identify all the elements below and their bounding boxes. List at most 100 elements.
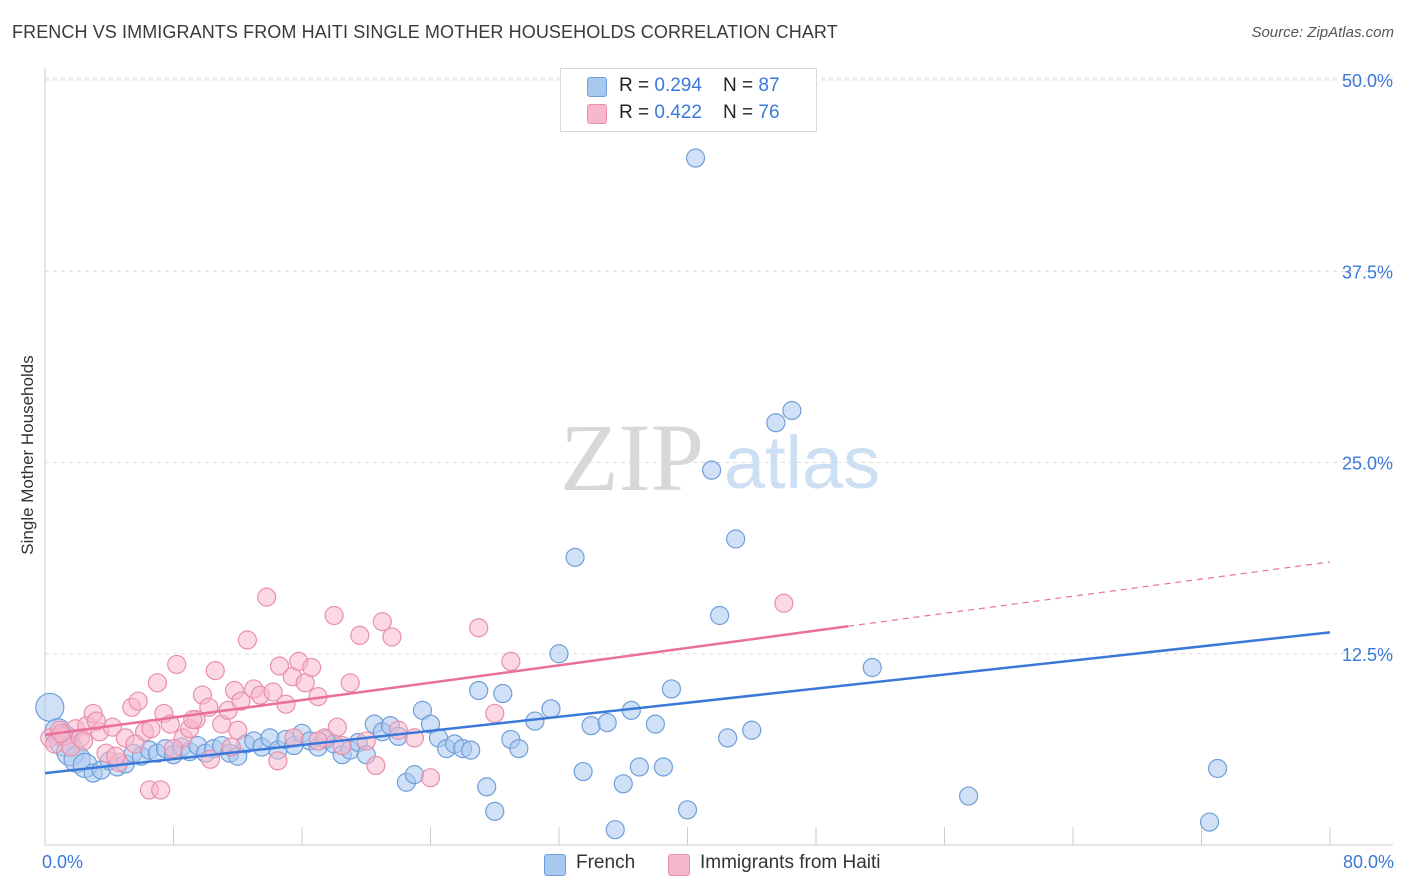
point-french <box>677 800 698 820</box>
point-french <box>35 692 65 722</box>
trend-lines <box>44 561 1331 775</box>
point-haiti <box>366 755 386 776</box>
legend-swatch-french <box>544 854 566 876</box>
y-axis-label: Single Mother Households <box>18 355 37 555</box>
x-tick-label-max: 80.0% <box>1342 852 1394 872</box>
point-haiti <box>231 691 251 711</box>
chart-title: FRENCH VS IMMIGRANTS FROM HAITI SINGLE M… <box>12 22 838 42</box>
point-french <box>958 786 979 806</box>
point-haiti <box>324 605 344 626</box>
point-french <box>541 699 561 719</box>
point-haiti <box>501 651 521 672</box>
stats-n-value: 76 <box>758 102 780 123</box>
legend-label-french: French <box>576 852 636 873</box>
point-haiti <box>73 731 94 751</box>
point-haiti <box>372 612 392 632</box>
point-haiti <box>147 673 168 693</box>
point-french <box>742 720 762 740</box>
stats-n-value: 87 <box>758 75 780 96</box>
point-haiti <box>257 587 277 607</box>
point-haiti <box>388 720 408 740</box>
point-haiti <box>167 654 187 675</box>
point-french <box>710 605 730 626</box>
watermark: ZIP atlas <box>560 404 880 511</box>
point-haiti <box>125 734 145 754</box>
point-french <box>782 400 802 421</box>
stats-n-label: N = <box>723 102 759 123</box>
point-french <box>549 644 569 664</box>
point-french <box>1199 812 1220 832</box>
point-haiti <box>106 746 126 766</box>
y-tick-label: 25.0% <box>1342 454 1393 474</box>
point-french <box>862 657 882 678</box>
point-haiti <box>469 618 489 638</box>
point-haiti <box>420 768 441 788</box>
point-french <box>485 801 505 821</box>
stats-swatch-french <box>587 77 607 97</box>
point-haiti <box>302 657 322 678</box>
point-french <box>573 761 593 782</box>
point-haiti <box>269 656 290 676</box>
point-french <box>613 774 633 794</box>
point-haiti <box>308 731 328 751</box>
stats-box: R = 0.294 N = 87 R = 0.422 N = 76 <box>560 68 817 132</box>
point-haiti <box>237 630 257 650</box>
y-tick-label: 37.5% <box>1342 262 1393 282</box>
point-haiti <box>340 673 360 693</box>
trend-line-haiti <box>44 624 849 737</box>
point-french <box>605 820 625 840</box>
point-french <box>565 547 585 567</box>
trend-line-haiti-extension <box>848 561 1331 627</box>
point-french <box>726 529 746 549</box>
axes <box>44 68 1393 846</box>
stats-swatch-haiti <box>587 104 607 124</box>
stats-r-value: 0.294 <box>654 75 702 96</box>
point-haiti <box>151 780 171 800</box>
stats-r-label: R = <box>619 75 655 96</box>
point-french <box>493 683 513 704</box>
point-haiti <box>485 703 505 724</box>
point-haiti <box>86 711 107 731</box>
point-haiti <box>382 627 402 647</box>
point-french <box>653 757 674 777</box>
point-haiti <box>350 625 370 645</box>
point-french <box>509 739 529 759</box>
point-french <box>701 460 722 480</box>
point-french <box>685 148 706 168</box>
trend-line-french <box>44 631 1331 775</box>
stats-r-value: 0.422 <box>654 102 702 123</box>
x-tick-label-min: 0.0% <box>42 852 84 872</box>
stats-r-label: R = <box>619 102 655 123</box>
point-haiti <box>163 739 184 759</box>
source-credit: Source: ZipAtlas.com <box>1251 24 1394 41</box>
point-french <box>661 679 682 699</box>
y-tick-label: 12.5% <box>1342 645 1393 665</box>
point-french <box>1207 758 1228 779</box>
point-haiti <box>356 731 376 751</box>
point-haiti <box>327 717 347 737</box>
point-french <box>766 413 786 433</box>
point-french <box>469 680 489 701</box>
point-french <box>629 757 649 777</box>
stats-n-label: N = <box>723 75 759 96</box>
point-french <box>718 728 738 748</box>
point-french <box>597 712 617 733</box>
point-french <box>404 765 425 785</box>
legend-swatch-haiti <box>668 854 690 876</box>
point-french <box>461 740 481 760</box>
grid-lines <box>45 77 1393 655</box>
point-french <box>477 777 497 797</box>
watermark-atlas: atlas <box>724 421 880 504</box>
point-french <box>645 714 665 734</box>
y-tick-label: 50.0% <box>1342 71 1393 91</box>
point-haiti <box>128 691 148 711</box>
watermark-zip: ZIP <box>560 404 704 511</box>
point-haiti <box>263 682 283 702</box>
point-haiti <box>228 720 248 740</box>
legend-label-haiti: Immigrants from Haiti <box>700 852 881 873</box>
point-haiti <box>268 751 288 771</box>
point-haiti <box>774 593 794 613</box>
point-french <box>581 716 601 736</box>
y-tick-labels: 12.5% 25.0% 37.5% 50.0% <box>1342 71 1393 665</box>
